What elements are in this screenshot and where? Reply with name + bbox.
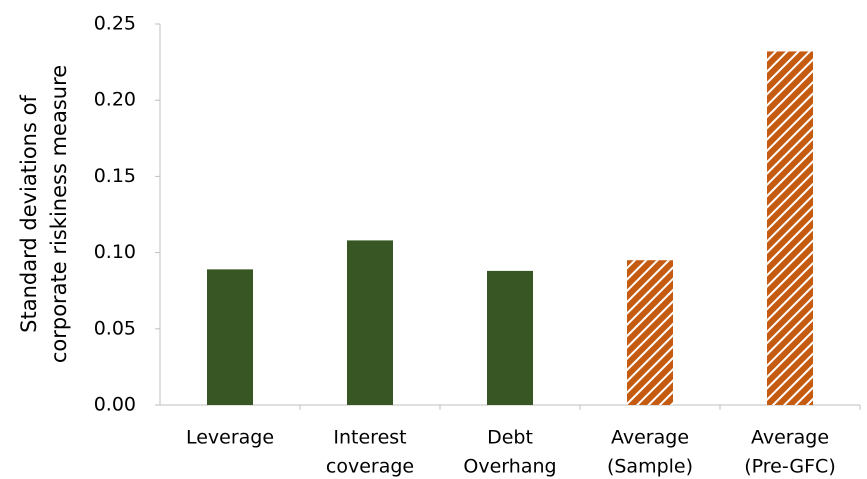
bar bbox=[487, 270, 533, 405]
y-tick-label: 0.15 bbox=[94, 165, 136, 187]
x-tick-label: (Pre-GFC) bbox=[744, 456, 836, 478]
y-tick-label: 0.10 bbox=[94, 241, 136, 263]
x-tick-label: Average bbox=[751, 427, 829, 449]
x-tick-label: (Sample) bbox=[607, 456, 693, 478]
bar bbox=[207, 269, 253, 405]
x-tick-label: Overhang bbox=[463, 456, 556, 478]
y-tick-label: 0.00 bbox=[94, 394, 136, 416]
y-tick-label: 0.25 bbox=[94, 13, 136, 35]
bar bbox=[347, 240, 393, 405]
x-tick-label: Average bbox=[611, 427, 689, 449]
y-tick-label: 0.20 bbox=[94, 89, 136, 111]
x-tick-label: Debt bbox=[487, 427, 533, 449]
bar-hatch bbox=[627, 260, 673, 405]
bar-hatch bbox=[767, 51, 813, 405]
x-tick-label: Interest bbox=[333, 427, 406, 449]
x-tick-label: Leverage bbox=[186, 427, 274, 449]
x-tick-label: coverage bbox=[326, 456, 414, 478]
y-tick-label: 0.05 bbox=[94, 317, 136, 339]
y-axis-label-line: Standard deviations of bbox=[17, 95, 41, 333]
y-axis-label-line: corporate riskiness measure bbox=[47, 65, 71, 363]
